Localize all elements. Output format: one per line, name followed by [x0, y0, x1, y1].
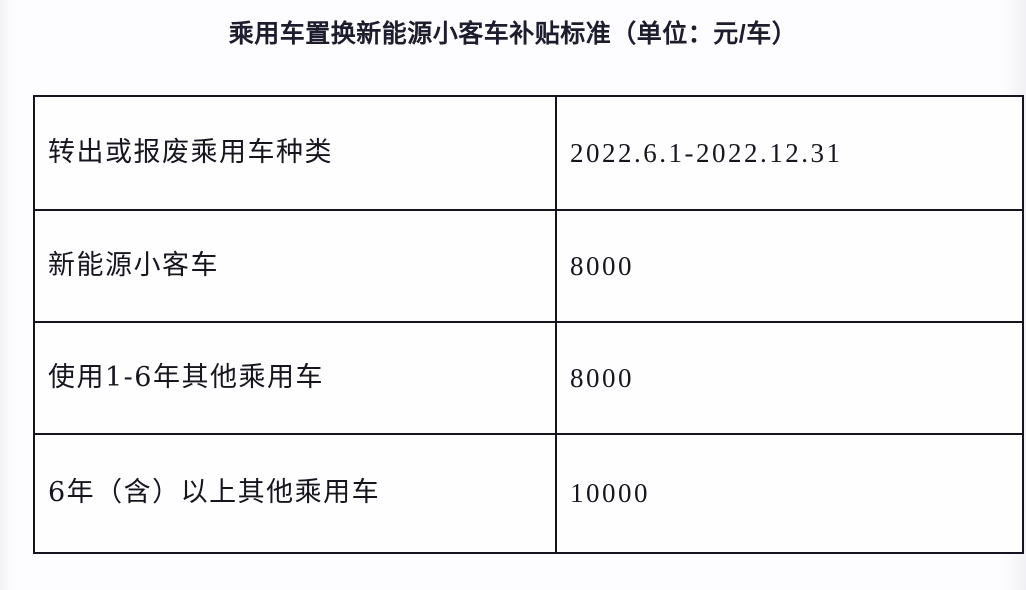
table-row: 新能源小客车 8000 — [33, 209, 1024, 323]
table-row: 6年（含）以上其他乘用车 10000 — [33, 433, 1024, 554]
column-header-period: 2022.6.1-2022.12.31 — [555, 95, 1024, 211]
row-category-6-years-plus: 6年（含）以上其他乘用车 — [33, 433, 557, 554]
column-header-category: 转出或报废乘用车种类 — [33, 95, 557, 211]
row-category-1-6-years: 使用1-6年其他乘用车 — [33, 321, 557, 435]
row-subsidy-6-years-plus: 10000 — [555, 433, 1024, 554]
row-category-new-energy: 新能源小客车 — [33, 209, 557, 323]
table-row: 使用1-6年其他乘用车 8000 — [33, 321, 1024, 435]
table-header-row: 转出或报废乘用车种类 2022.6.1-2022.12.31 — [33, 95, 1024, 211]
subsidy-standard-table: 转出或报废乘用车种类 2022.6.1-2022.12.31 新能源小客车 80… — [33, 95, 1024, 554]
page-title: 乘用车置换新能源小客车补贴标准（单位：元/车） — [228, 20, 798, 48]
row-subsidy-new-energy: 8000 — [555, 209, 1024, 323]
row-subsidy-1-6-years: 8000 — [555, 321, 1024, 435]
page-edge-shading-left — [0, 0, 14, 590]
